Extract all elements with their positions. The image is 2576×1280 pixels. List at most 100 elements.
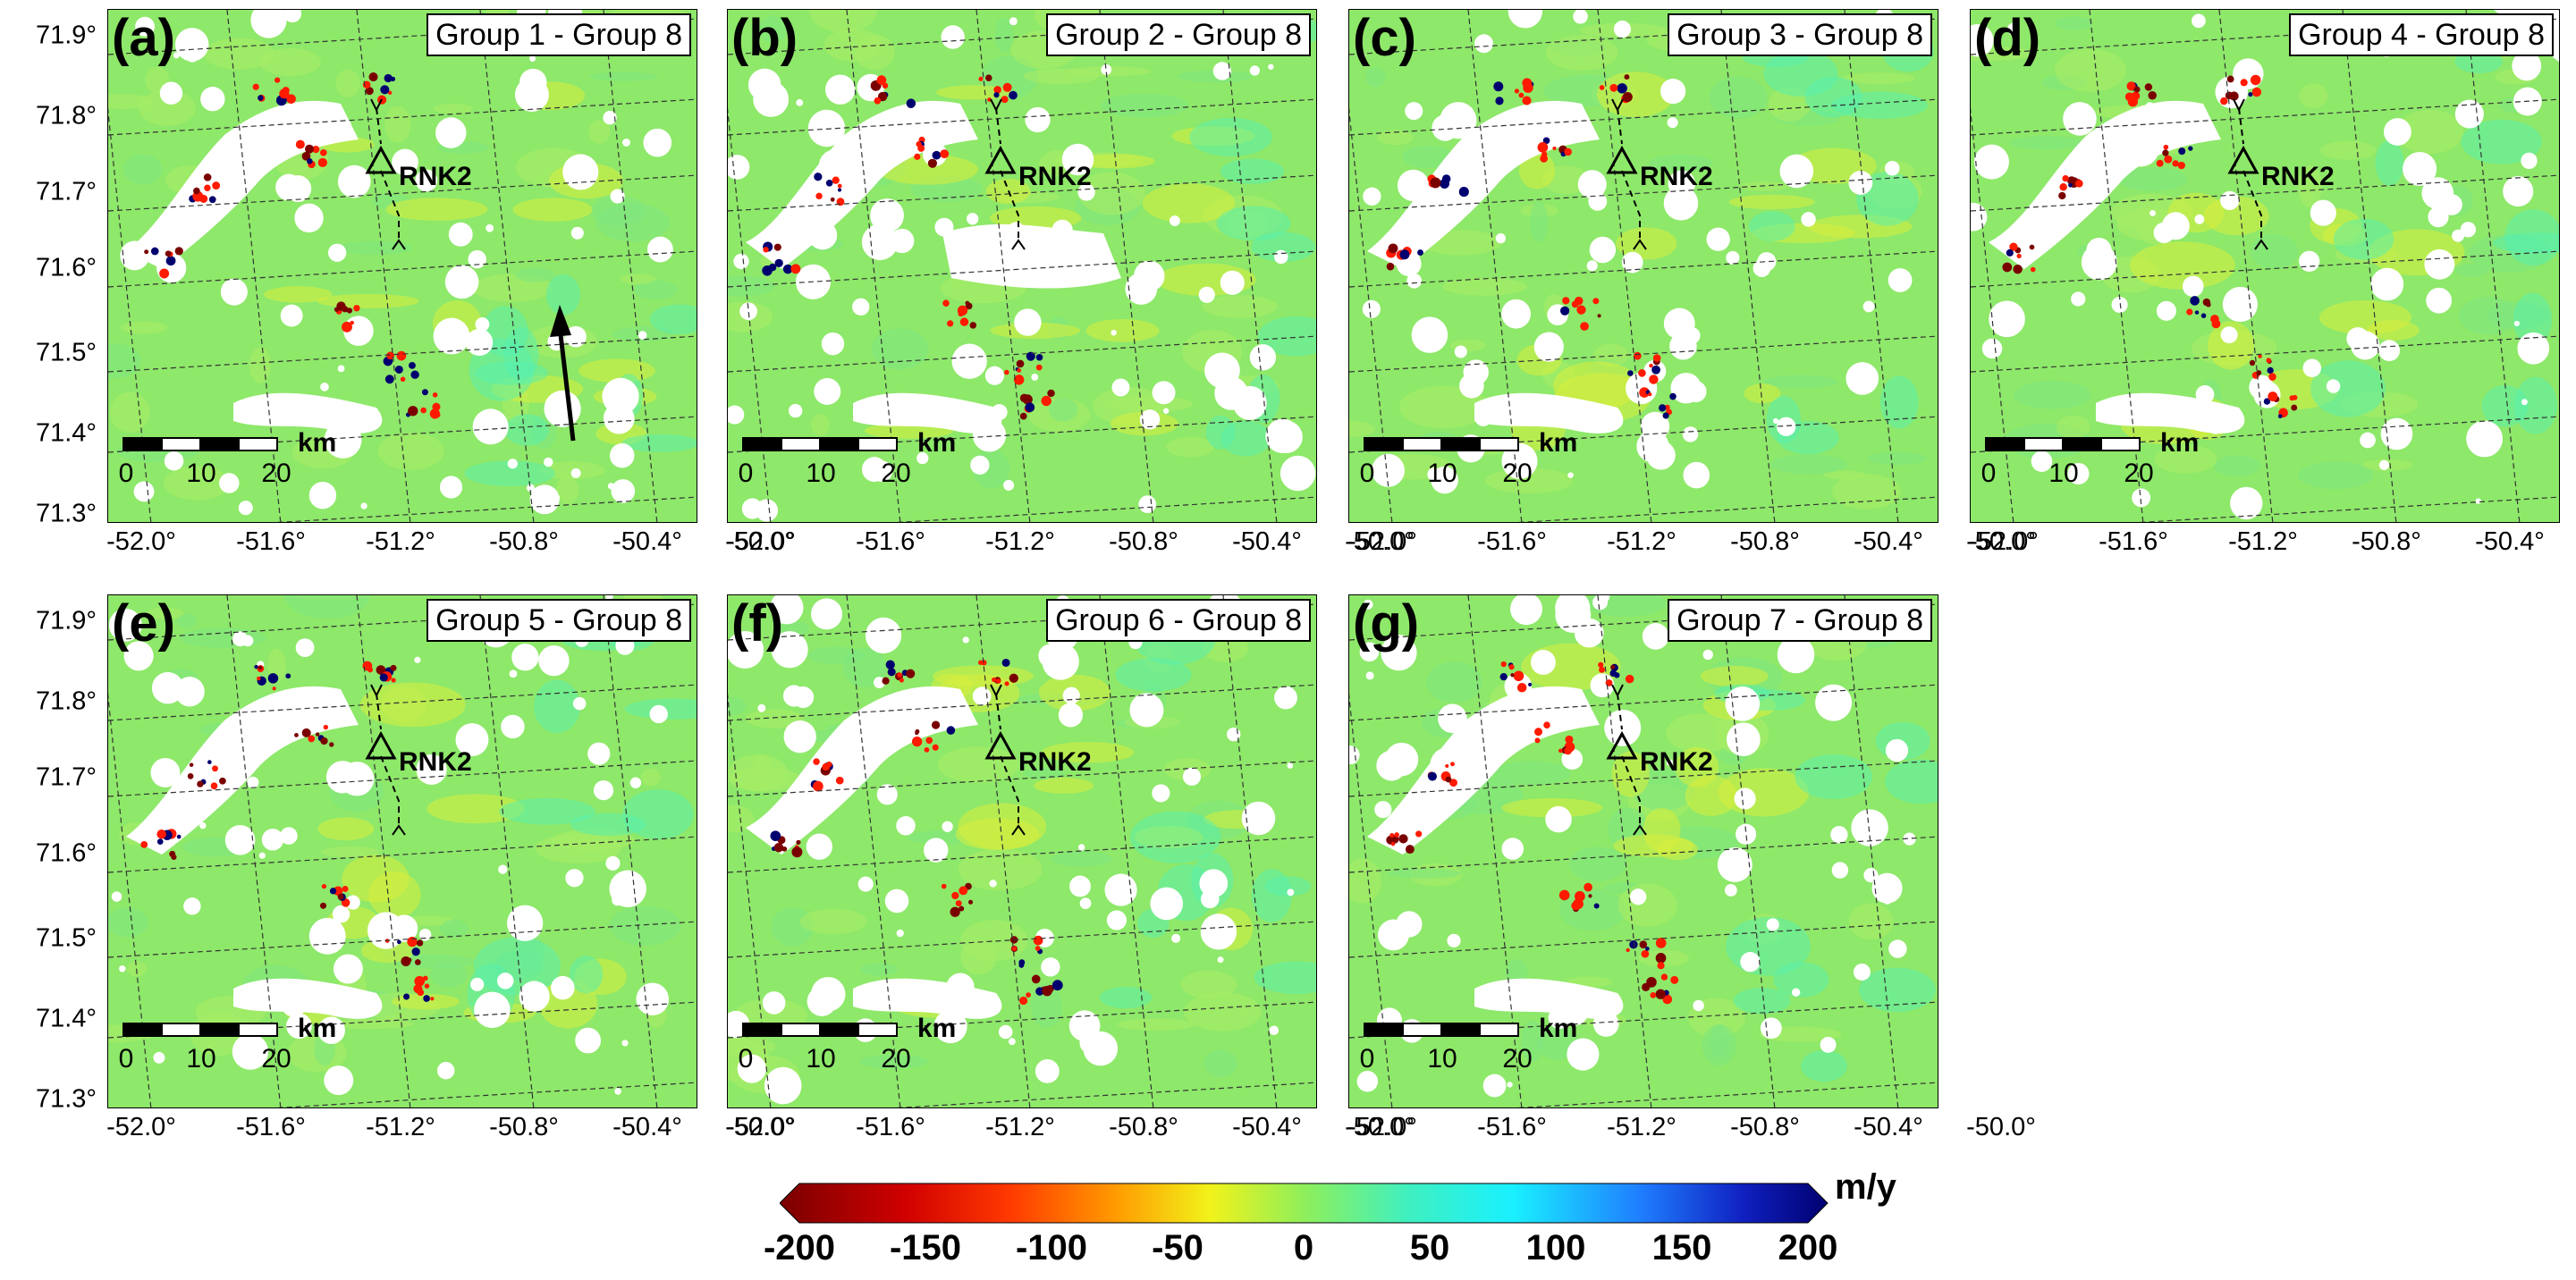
map-panel-b: (b) Group 2 - Group 8 RNK2 0 10 20 km -5…: [726, 9, 1415, 556]
velocity-map: [728, 10, 1316, 522]
scale-tick-10: 10: [806, 1044, 836, 1074]
longitude-tick: -52.0°: [1347, 527, 1417, 556]
colorbar-tick: 150: [1651, 1228, 1712, 1267]
scale-tick-0: 0: [118, 1044, 134, 1074]
panel-label: (c): [1353, 9, 1416, 67]
group-pair-label: Group 3 - Group 8: [1668, 13, 1932, 56]
latitude-tick: 71.8°: [35, 101, 97, 131]
longitude-tick: -51.2°: [366, 1113, 435, 1141]
longitude-tick: -50.4°: [1854, 1113, 1923, 1141]
group-pair-label: Group 2 - Group 8: [1046, 13, 1311, 56]
station-label: RNK2: [1018, 162, 1092, 191]
map-frame: (d) Group 4 - Group 8 RNK2 0 10 20 km: [1970, 9, 2560, 523]
scale-tick-0: 0: [738, 459, 754, 488]
panel-label: (d): [1974, 9, 2041, 67]
scale-bar: 0 10 20 km: [118, 1014, 355, 1094]
scale-tick-10: 10: [2048, 459, 2079, 488]
longitude-tick: -50.0°: [1345, 527, 1415, 556]
panel-label: (e): [112, 594, 175, 653]
velocity-map: [728, 595, 1316, 1107]
group-pair-label: Group 1 - Group 8: [427, 13, 691, 56]
longitude-axis: -52.0° -51.6° -51.2° -50.8° -50.4° -50.0°: [106, 1113, 795, 1149]
scale-bar: 0 10 20 km: [1981, 428, 2217, 509]
group-pair-label: Group 4 - Group 8: [2289, 13, 2554, 56]
longitude-axis: -52.0° -51.6° -51.2° -50.8° -50.4° -50.0°: [726, 527, 1415, 563]
latitude-tick: 71.4°: [35, 1004, 97, 1033]
latitude-tick: 71.4°: [35, 418, 97, 448]
latitude-tick: 71.8°: [35, 686, 97, 716]
colorbar-tick: -150: [889, 1228, 962, 1267]
fjord-no-data: [1367, 686, 1600, 855]
longitude-tick: -51.6°: [856, 527, 925, 556]
colorbar-tick: -100: [1015, 1228, 1088, 1267]
scale-unit: km: [1539, 428, 1578, 458]
longitude-tick: -51.6°: [236, 527, 306, 556]
latitude-tick: 71.9°: [35, 606, 97, 636]
longitude-tick: -50.4°: [1854, 527, 1923, 556]
colorbar-ramp: [779, 1183, 1829, 1224]
panel-label: (g): [1353, 594, 1420, 653]
longitude-tick: -50.4°: [1232, 527, 1302, 556]
scale-bar: 0 10 20 km: [738, 428, 975, 509]
colorbar-unit: m/y: [1835, 1167, 1896, 1207]
longitude-tick: -50.8°: [2352, 527, 2421, 556]
longitude-tick: -50.8°: [489, 527, 559, 556]
latitude-tick: 71.6°: [35, 838, 97, 868]
scale-tick-20: 20: [261, 459, 291, 488]
longitude-tick: -50.0°: [725, 1113, 795, 1141]
colorbar-tick: 100: [1525, 1228, 1586, 1267]
longitude-tick: -51.2°: [1607, 1113, 1677, 1141]
longitude-tick: -50.4°: [612, 527, 682, 556]
longitude-tick: -52.0°: [1347, 1113, 1417, 1141]
scale-unit: km: [917, 1014, 957, 1043]
profile-line: [995, 107, 1019, 242]
latitude-axis: 71.9° 71.8° 71.7° 71.6° 71.5° 71.4° 71.3°: [7, 594, 97, 1114]
group-pair-label: Group 7 - Group 8: [1668, 599, 1932, 642]
longitude-tick: -51.2°: [1607, 527, 1677, 556]
profile-line: [1617, 107, 1641, 242]
longitude-axis: -52.0° -51.6° -51.2° -50.8° -50.4° -50.0°: [1347, 1113, 2036, 1149]
colorbar-tick: -50: [1152, 1228, 1204, 1267]
scale-tick-20: 20: [1502, 459, 1533, 488]
scale-tick-10: 10: [806, 459, 836, 488]
longitude-axis: -52.0° -51.6° -51.2° -50.8° -50.4° -50.0°: [726, 1113, 1415, 1149]
fjord-no-data: [746, 686, 978, 855]
longitude-tick: -52.0°: [106, 1113, 176, 1141]
map-panel-g: (g) Group 7 - Group 8 RNK2 0 10 20 km -5…: [1347, 594, 2036, 1141]
profile-line: [376, 107, 400, 242]
colorbar-tick: -200: [763, 1228, 836, 1267]
map-panel-a: (a) Group 1 - Group 8 RNK2 0 10 20 km 71…: [36, 9, 795, 556]
scale-tick-20: 20: [2124, 459, 2154, 488]
colorbar-tick: 0: [1293, 1228, 1314, 1267]
scale-bar: 0 10 20 km: [1360, 428, 1596, 509]
scale-tick-10: 10: [186, 1044, 216, 1074]
scale-bar: 0 10 20 km: [738, 1014, 975, 1094]
longitude-tick: -50.4°: [612, 1113, 682, 1141]
map-panel-f: (f) Group 6 - Group 8 RNK2 0 10 20 km -5…: [726, 594, 1415, 1141]
longitude-axis: -52.0° -51.6° -51.2° -50.8° -50.4° -50.0°: [1969, 527, 2560, 563]
profile-line: [2238, 107, 2262, 242]
group-pair-label: Group 6 - Group 8: [1046, 599, 1311, 642]
scale-tick-20: 20: [261, 1044, 291, 1074]
profile-line: [376, 693, 400, 828]
colorbar-tick: 200: [1778, 1228, 1838, 1267]
longitude-tick: -51.2°: [985, 527, 1055, 556]
latitude-tick: 71.6°: [35, 253, 97, 282]
scale-tick-10: 10: [186, 459, 216, 488]
station-label: RNK2: [399, 162, 472, 191]
scale-unit: km: [917, 428, 957, 458]
longitude-tick: -51.2°: [985, 1113, 1055, 1141]
scale-tick-0: 0: [738, 1044, 754, 1074]
fjord-no-data: [126, 686, 359, 855]
map-frame: (a) Group 1 - Group 8 RNK2 0 10 20 km: [107, 9, 697, 523]
profile-line: [995, 693, 1019, 828]
map-panel-e: (e) Group 5 - Group 8 RNK2 0 10 20 km 71…: [36, 594, 795, 1141]
scale-tick-10: 10: [1427, 1044, 1457, 1074]
longitude-tick: -50.0°: [725, 527, 795, 556]
panel-label: (a): [112, 9, 175, 67]
longitude-tick: -52.0°: [106, 527, 176, 556]
scale-unit: km: [2160, 428, 2200, 458]
scale-unit: km: [1539, 1014, 1578, 1043]
colorbar: m/y -200 -150 -100 -50 0 50 100 150 200: [764, 1167, 1896, 1275]
